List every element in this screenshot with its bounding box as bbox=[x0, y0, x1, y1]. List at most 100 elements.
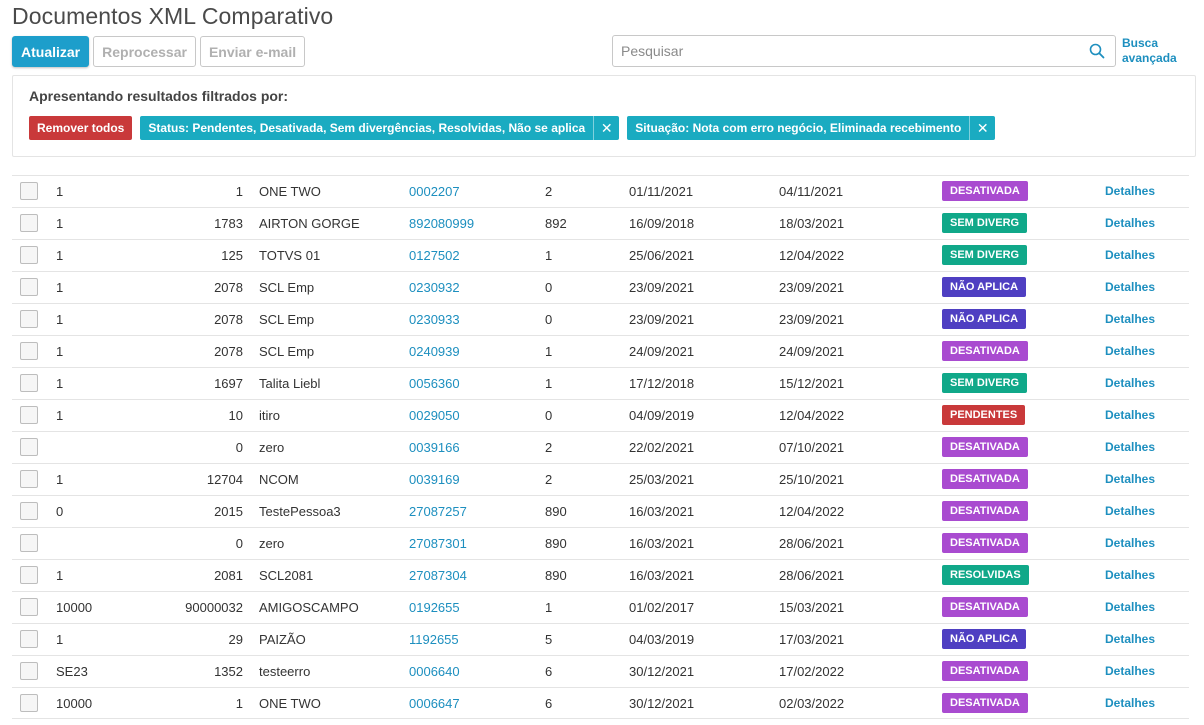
status-badge: DESATIVADA bbox=[942, 661, 1028, 681]
cell-receipt-date: 23/09/2021 bbox=[779, 312, 845, 327]
cell-document-link[interactable]: 0039169 bbox=[409, 472, 460, 487]
row-checkbox[interactable] bbox=[20, 502, 38, 520]
details-link[interactable]: Detalhes bbox=[1105, 280, 1156, 294]
cell-branch: 1 bbox=[56, 472, 64, 487]
cell-document-link[interactable]: 0230933 bbox=[409, 312, 460, 327]
cell-document-link[interactable]: 0127502 bbox=[409, 248, 460, 263]
row-checkbox[interactable] bbox=[20, 374, 38, 392]
cell-code: 1697 bbox=[214, 376, 243, 391]
cell-document-link[interactable]: 0029050 bbox=[409, 408, 460, 423]
cell-branch: 1 bbox=[56, 408, 64, 423]
status-badge: SEM DIVERG bbox=[942, 245, 1028, 265]
reprocess-button[interactable]: Reprocessar bbox=[93, 36, 196, 67]
cell-document-link[interactable]: 1192655 bbox=[409, 632, 459, 647]
details-link[interactable]: Detalhes bbox=[1105, 248, 1156, 262]
search-input[interactable] bbox=[621, 41, 1081, 61]
advanced-search-link[interactable]: Busca avançada bbox=[1122, 36, 1177, 65]
row-checkbox[interactable] bbox=[20, 214, 38, 232]
status-badge: DESATIVADA bbox=[942, 533, 1028, 553]
cell-receipt-date: 24/09/2021 bbox=[779, 344, 845, 359]
cell-document-link[interactable]: 27087304 bbox=[409, 568, 467, 583]
cell-name: itiro bbox=[259, 408, 280, 423]
table-row: 1 2078 SCL Emp 0230932 0 23/09/2021 23/09/2021… bbox=[12, 271, 1189, 303]
send-email-button[interactable]: Enviar e-mail bbox=[199, 36, 306, 67]
filter-chip-situation: Situação: Nota com erro negócio, Elimina… bbox=[627, 116, 996, 140]
cell-series: 1 bbox=[545, 600, 553, 615]
row-checkbox[interactable] bbox=[20, 246, 38, 264]
row-checkbox[interactable] bbox=[20, 438, 38, 456]
details-link[interactable]: Detalhes bbox=[1105, 568, 1156, 582]
cell-branch: 1 bbox=[56, 248, 64, 263]
cell-document-link[interactable]: 0192655 bbox=[409, 600, 460, 615]
cell-document-link[interactable]: 0039166 bbox=[409, 440, 460, 455]
cell-name: SCL2081 bbox=[259, 568, 314, 583]
cell-name: SCL Emp bbox=[259, 312, 315, 327]
cell-series: 1 bbox=[545, 344, 553, 359]
table-row: 1 1697 Talita Liebl 0056360 1 17/12/2018 15/12… bbox=[12, 367, 1189, 399]
details-link[interactable]: Detalhes bbox=[1105, 696, 1156, 710]
row-checkbox[interactable] bbox=[20, 470, 38, 488]
cell-branch: 10000 bbox=[56, 600, 93, 615]
cell-receipt-date: 07/10/2021 bbox=[779, 440, 845, 455]
cell-document-link[interactable]: 0240939 bbox=[409, 344, 460, 359]
row-checkbox[interactable] bbox=[20, 406, 38, 424]
row-checkbox[interactable] bbox=[20, 566, 38, 584]
row-checkbox[interactable] bbox=[20, 278, 38, 296]
cell-branch: 1 bbox=[56, 184, 64, 199]
details-link[interactable]: Detalhes bbox=[1105, 440, 1156, 454]
cell-document-link[interactable]: 0006647 bbox=[409, 696, 460, 711]
details-link[interactable]: Detalhes bbox=[1105, 504, 1156, 518]
documents-table: 1 1 ONE TWO 0002207 2 01/11/2021 04/11/2021 DES… bbox=[12, 175, 1189, 719]
cell-series: 1 bbox=[545, 376, 553, 391]
cell-document-link[interactable]: 0006640 bbox=[409, 664, 460, 679]
row-checkbox[interactable] bbox=[20, 662, 38, 680]
details-link[interactable]: Detalhes bbox=[1105, 600, 1156, 614]
details-link[interactable]: Detalhes bbox=[1105, 344, 1156, 358]
cell-series: 6 bbox=[545, 664, 553, 679]
cell-receipt-date: 28/06/2021 bbox=[779, 536, 845, 551]
status-badge: SEM DIVERG bbox=[942, 213, 1028, 233]
cell-document-link[interactable]: 0002207 bbox=[409, 184, 460, 199]
close-icon[interactable]: ✕ bbox=[969, 116, 995, 140]
row-checkbox[interactable] bbox=[20, 630, 38, 648]
details-link[interactable]: Detalhes bbox=[1105, 632, 1156, 646]
row-checkbox[interactable] bbox=[20, 342, 38, 360]
remove-all-filters-button[interactable]: Remover todos bbox=[29, 116, 133, 140]
cell-document-link[interactable]: 0230932 bbox=[409, 280, 460, 295]
details-link[interactable]: Detalhes bbox=[1105, 472, 1156, 486]
refresh-button[interactable]: Atualizar bbox=[12, 36, 90, 67]
table-row: 1 1783 AIRTON GORGE 892080999 892 16/09/2018 1… bbox=[12, 207, 1189, 239]
page-title: Documentos XML Comparativo bbox=[12, 3, 334, 29]
cell-series: 892 bbox=[545, 216, 567, 231]
row-checkbox[interactable] bbox=[20, 310, 38, 328]
details-link[interactable]: Detalhes bbox=[1105, 408, 1156, 422]
cell-document-link[interactable]: 0056360 bbox=[409, 376, 460, 391]
status-badge: DESATIVADA bbox=[942, 501, 1028, 521]
filter-chip-label: Status: Pendentes, Desativada, Sem diver… bbox=[148, 121, 586, 135]
details-link[interactable]: Detalhes bbox=[1105, 664, 1156, 678]
cell-receipt-date: 12/04/2022 bbox=[779, 408, 845, 423]
cell-document-link[interactable]: 892080999 bbox=[409, 216, 475, 231]
row-checkbox[interactable] bbox=[20, 598, 38, 616]
row-checkbox[interactable] bbox=[20, 182, 38, 200]
cell-document-link[interactable]: 27087301 bbox=[409, 536, 467, 551]
cell-document-link[interactable]: 27087257 bbox=[409, 504, 467, 519]
cell-code: 1352 bbox=[214, 664, 243, 679]
status-badge: NÃO APLICA bbox=[942, 277, 1027, 297]
details-link[interactable]: Detalhes bbox=[1105, 536, 1156, 550]
cell-branch: 1 bbox=[56, 216, 64, 231]
details-link[interactable]: Detalhes bbox=[1105, 312, 1156, 326]
row-checkbox[interactable] bbox=[20, 534, 38, 552]
details-link[interactable]: Detalhes bbox=[1105, 184, 1156, 198]
cell-receipt-date: 25/10/2021 bbox=[779, 472, 845, 487]
search-icon[interactable] bbox=[1089, 43, 1105, 59]
table-row: 1 2081 SCL2081 27087304 890 16/03/2021 28/06/2… bbox=[12, 559, 1189, 591]
cell-code: 90000032 bbox=[185, 600, 243, 615]
cell-name: SCL Emp bbox=[259, 280, 315, 295]
cell-name: ONE TWO bbox=[259, 696, 321, 711]
details-link[interactable]: Detalhes bbox=[1105, 376, 1156, 390]
cell-code: 2015 bbox=[214, 504, 243, 519]
close-icon[interactable]: ✕ bbox=[593, 116, 619, 140]
details-link[interactable]: Detalhes bbox=[1105, 216, 1156, 230]
row-checkbox[interactable] bbox=[20, 694, 38, 712]
